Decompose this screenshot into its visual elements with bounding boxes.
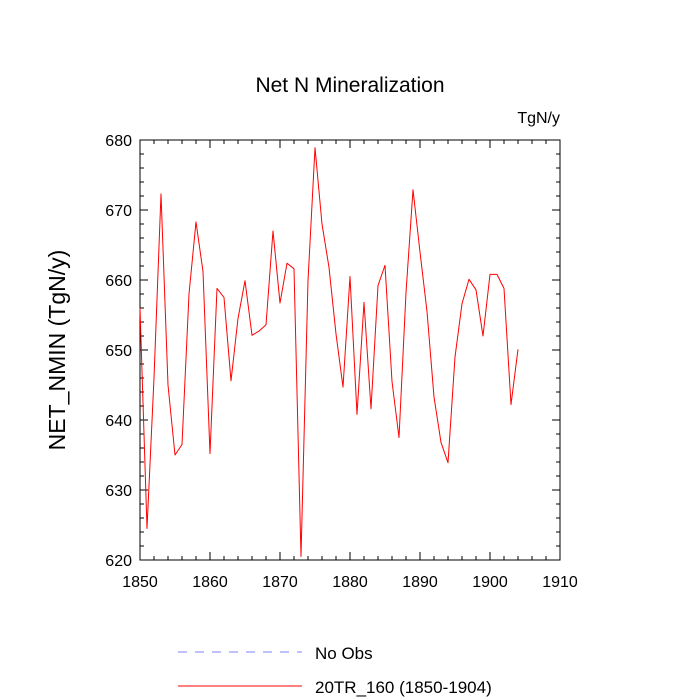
y-tick-label: 650 — [105, 343, 132, 360]
y-axis-label: NET_NMIN (TgN/y) — [44, 250, 70, 451]
y-tick-label: 620 — [105, 553, 132, 570]
x-tick-label: 1890 — [402, 574, 438, 591]
y-tick-label: 660 — [105, 273, 132, 290]
legend: No Obs 20TR_160 (1850-1904) — [178, 644, 492, 697]
units-label: TgN/y — [517, 110, 560, 127]
legend-label: No Obs — [315, 644, 373, 663]
x-tick-label: 1850 — [122, 574, 158, 591]
series-line — [139, 147, 519, 557]
x-tick-label: 1910 — [542, 574, 578, 591]
legend-label: 20TR_160 (1850-1904) — [315, 678, 492, 697]
y-tick-label: 640 — [105, 413, 132, 430]
x-tick-label: 1900 — [472, 574, 508, 591]
tick-labels: 1850 1860 1870 1880 1890 1900 1910 620 630 640 650… — [105, 133, 578, 591]
axis-ticks — [139, 139, 561, 561]
chart-title: Net N Mineralization — [255, 74, 444, 97]
y-tick-label: 630 — [105, 483, 132, 500]
y-tick-label: 670 — [105, 203, 132, 220]
series-group — [139, 147, 519, 557]
y-tick-label: 680 — [105, 133, 132, 150]
x-tick-label: 1860 — [192, 574, 228, 591]
plot-frame — [139, 139, 561, 561]
x-tick-label: 1870 — [262, 574, 298, 591]
x-tick-label: 1880 — [332, 574, 368, 591]
